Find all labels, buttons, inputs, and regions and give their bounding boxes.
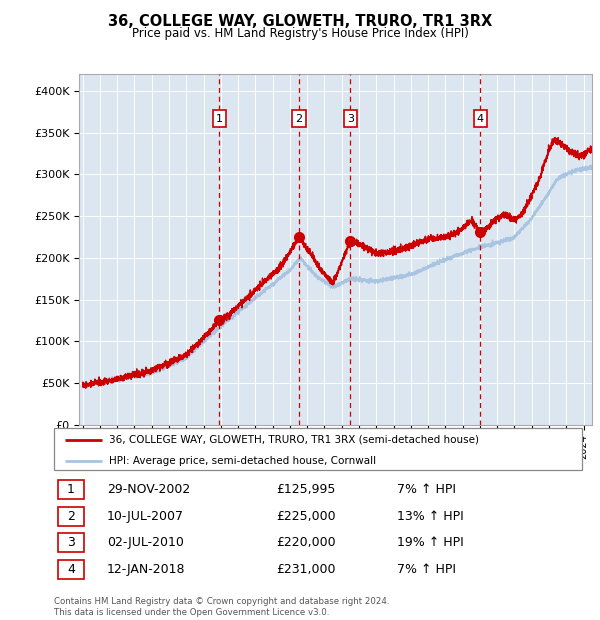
Text: 2: 2 [67,510,75,523]
Text: 4: 4 [67,562,75,575]
Text: 19% ↑ HPI: 19% ↑ HPI [397,536,464,549]
Text: 1: 1 [216,113,223,123]
Text: 29-NOV-2002: 29-NOV-2002 [107,483,190,496]
Text: 4: 4 [477,113,484,123]
Text: £225,000: £225,000 [276,510,335,523]
FancyBboxPatch shape [58,533,83,552]
FancyBboxPatch shape [58,560,83,578]
Text: 7% ↑ HPI: 7% ↑ HPI [397,483,456,496]
Text: HPI: Average price, semi-detached house, Cornwall: HPI: Average price, semi-detached house,… [109,456,377,466]
FancyBboxPatch shape [58,480,83,499]
Text: 13% ↑ HPI: 13% ↑ HPI [397,510,464,523]
Text: 02-JUL-2010: 02-JUL-2010 [107,536,184,549]
Text: Contains HM Land Registry data © Crown copyright and database right 2024.
This d: Contains HM Land Registry data © Crown c… [54,598,389,617]
Text: Price paid vs. HM Land Registry's House Price Index (HPI): Price paid vs. HM Land Registry's House … [131,27,469,40]
Text: 12-JAN-2018: 12-JAN-2018 [107,562,185,575]
FancyBboxPatch shape [58,507,83,526]
Text: 3: 3 [67,536,75,549]
Text: 36, COLLEGE WAY, GLOWETH, TRURO, TR1 3RX (semi-detached house): 36, COLLEGE WAY, GLOWETH, TRURO, TR1 3RX… [109,435,479,445]
Text: 10-JUL-2007: 10-JUL-2007 [107,510,184,523]
Text: 3: 3 [347,113,354,123]
Text: 7% ↑ HPI: 7% ↑ HPI [397,562,456,575]
Text: 1: 1 [67,483,75,496]
Text: 36, COLLEGE WAY, GLOWETH, TRURO, TR1 3RX: 36, COLLEGE WAY, GLOWETH, TRURO, TR1 3RX [108,14,492,29]
Text: £231,000: £231,000 [276,562,335,575]
Text: 2: 2 [296,113,302,123]
Text: £220,000: £220,000 [276,536,335,549]
Text: £125,995: £125,995 [276,483,335,496]
